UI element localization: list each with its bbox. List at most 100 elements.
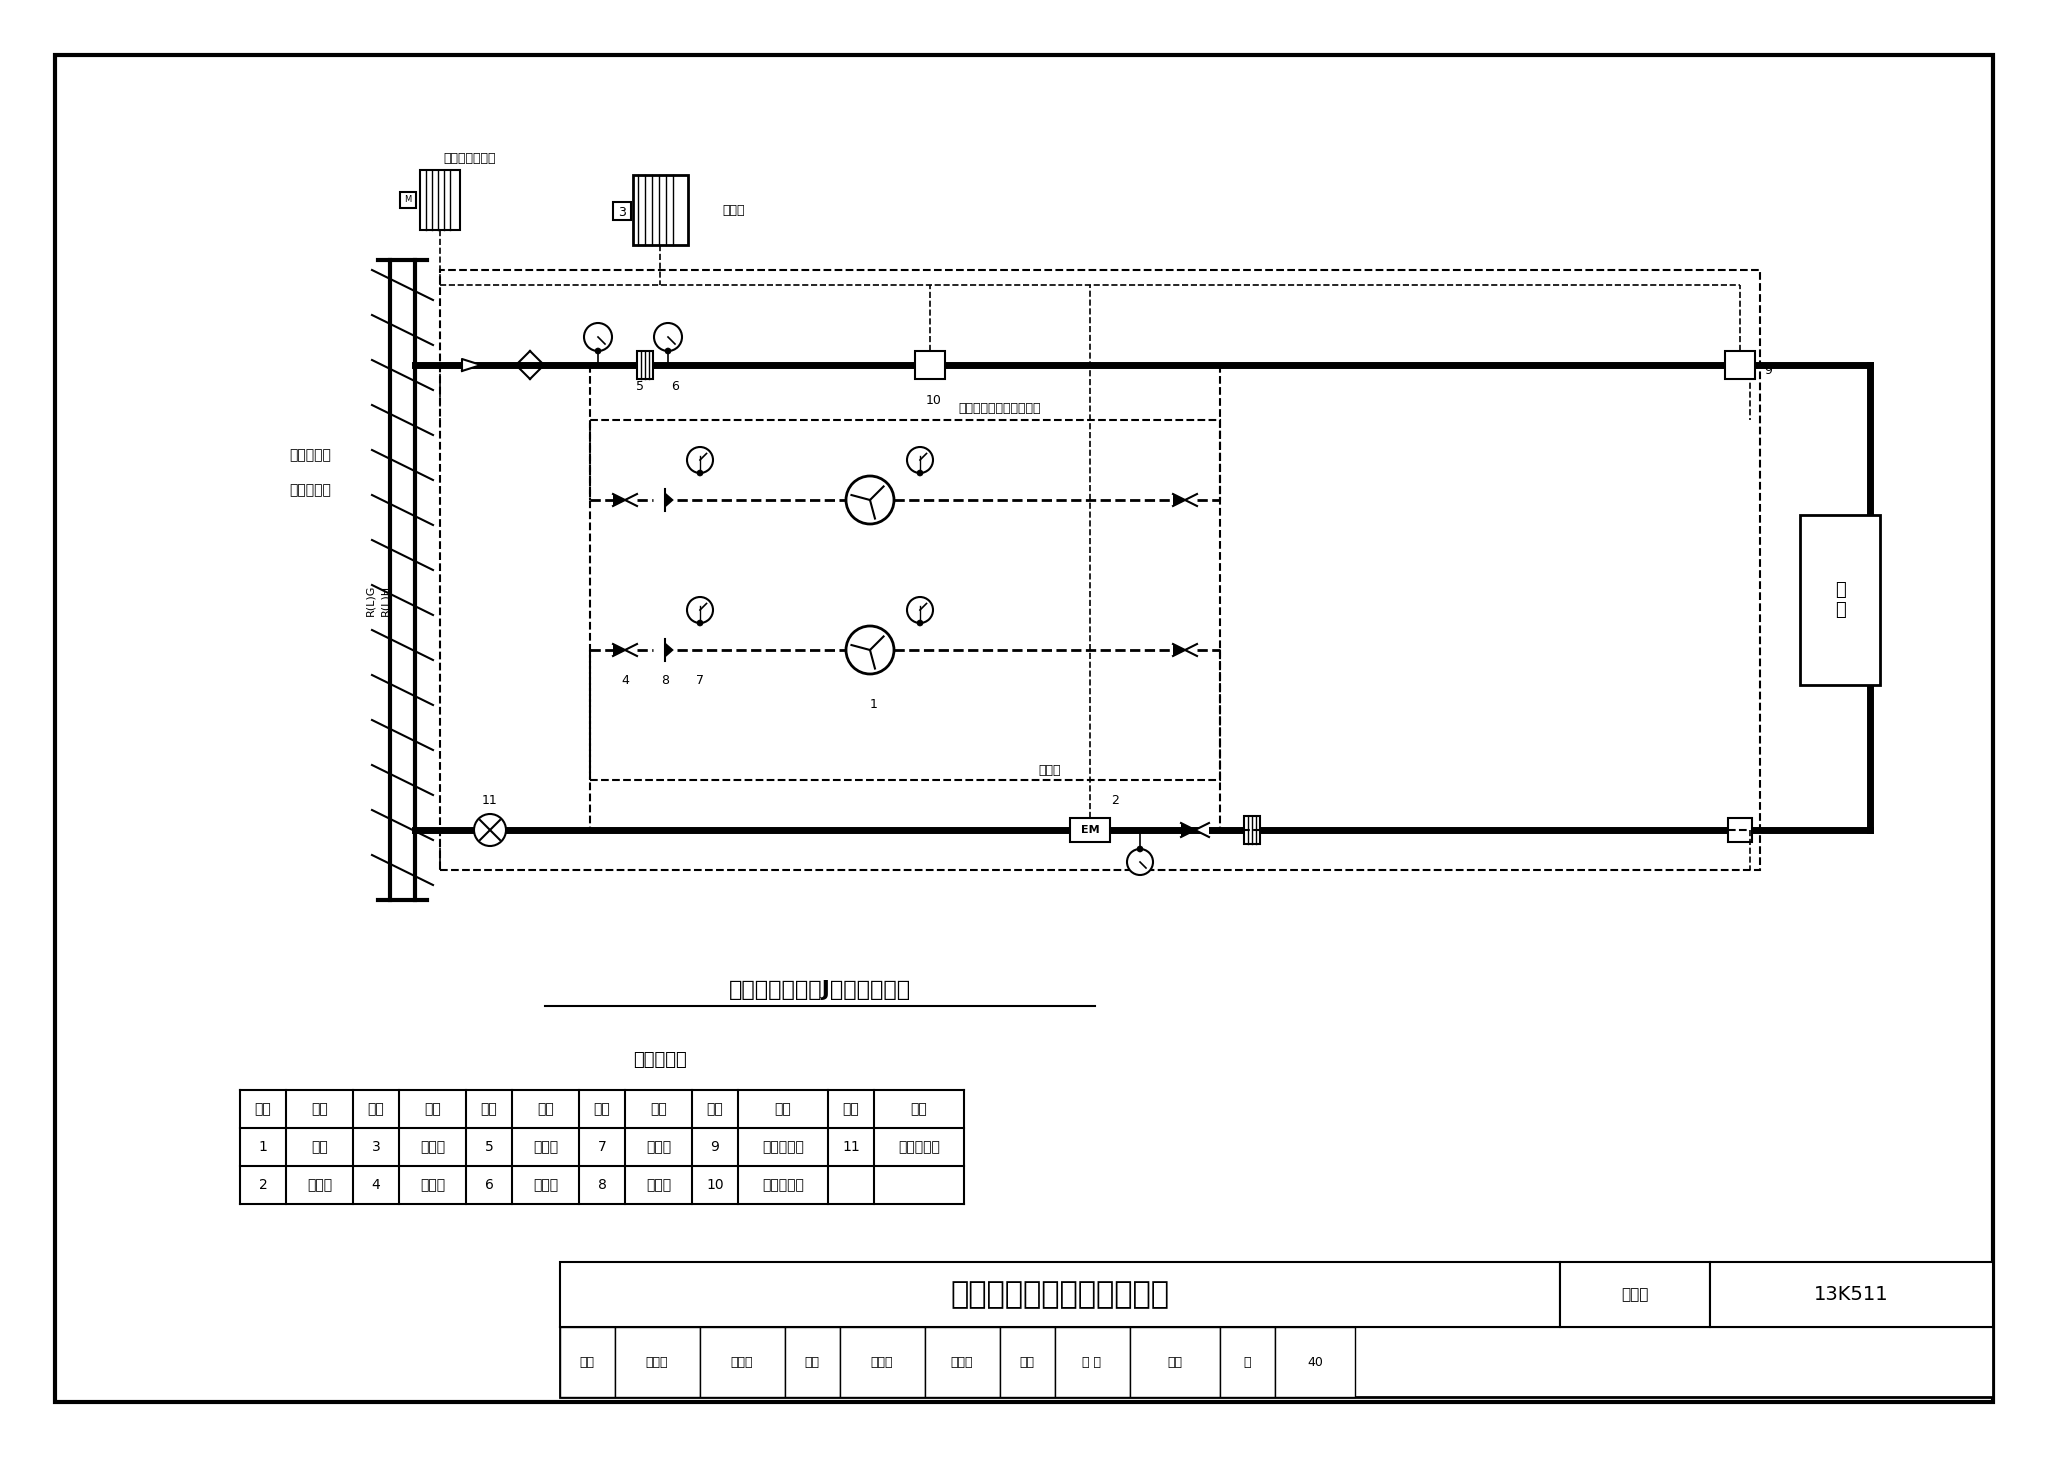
Text: 6: 6: [672, 380, 680, 393]
Circle shape: [1137, 847, 1143, 852]
Bar: [926, 1327, 999, 1397]
Text: 编号: 编号: [481, 1101, 498, 1116]
Bar: [1276, 1327, 1356, 1397]
Bar: [420, 170, 461, 230]
Bar: [1221, 1327, 1276, 1397]
Polygon shape: [1186, 644, 1196, 656]
Text: 3: 3: [618, 205, 627, 219]
Text: EM: EM: [1081, 825, 1100, 835]
Bar: [614, 1327, 700, 1397]
Text: 编号: 编号: [707, 1101, 723, 1116]
Text: 昌现昭: 昌现昭: [731, 1355, 754, 1368]
Text: 名称: 名称: [911, 1101, 928, 1116]
Text: R(L)H: R(L)H: [381, 584, 389, 615]
Bar: [1055, 1327, 1130, 1397]
Text: 8: 8: [598, 1179, 606, 1192]
Text: 管网供水管: 管网供水管: [289, 447, 332, 462]
Text: 名称: 名称: [311, 1101, 328, 1116]
Text: 4: 4: [371, 1179, 381, 1192]
Text: 名称对照表: 名称对照表: [633, 1050, 686, 1069]
Text: 止回阀: 止回阀: [645, 1179, 672, 1192]
Text: 温度传感器: 温度传感器: [762, 1179, 805, 1192]
Text: 邵电气: 邵电气: [950, 1355, 973, 1368]
Text: 7: 7: [598, 1139, 606, 1154]
Polygon shape: [612, 644, 625, 656]
Polygon shape: [612, 494, 625, 506]
Polygon shape: [625, 644, 637, 656]
Circle shape: [686, 447, 713, 474]
Bar: [633, 175, 688, 245]
Bar: [1130, 1327, 1221, 1397]
Text: 9: 9: [711, 1139, 719, 1154]
Text: 室外温度传感器: 室外温度传感器: [444, 152, 496, 165]
Text: 多级混水泵系统工作原理图: 多级混水泵系统工作原理图: [950, 1281, 1169, 1310]
Bar: [399, 192, 416, 208]
Text: 编号: 编号: [369, 1101, 385, 1116]
Bar: [915, 351, 944, 379]
Text: 管网回水管: 管网回水管: [289, 484, 332, 497]
Text: 过滤器: 过滤器: [532, 1139, 557, 1154]
Text: 2: 2: [258, 1179, 268, 1192]
Text: 压力表: 压力表: [645, 1139, 672, 1154]
Text: 1: 1: [870, 698, 879, 711]
Text: 40: 40: [1307, 1355, 1323, 1368]
Text: R(L)G: R(L)G: [365, 584, 375, 616]
Polygon shape: [666, 643, 674, 657]
Circle shape: [907, 597, 934, 624]
Bar: [1724, 351, 1755, 379]
Text: M: M: [403, 195, 412, 204]
Bar: [590, 420, 1221, 779]
Circle shape: [907, 447, 934, 474]
Bar: [559, 1327, 614, 1397]
Circle shape: [584, 323, 612, 351]
Circle shape: [1126, 849, 1153, 876]
Polygon shape: [666, 492, 674, 507]
Circle shape: [596, 348, 600, 354]
Text: 冷水泵或热水泵备用水泵: 冷水泵或热水泵备用水泵: [958, 402, 1040, 414]
Text: 名称: 名称: [537, 1101, 553, 1116]
Text: 能量计: 能量计: [307, 1179, 332, 1192]
Text: 3: 3: [371, 1139, 381, 1154]
Text: 5: 5: [485, 1139, 494, 1154]
Text: 温度计: 温度计: [532, 1179, 557, 1192]
Bar: [1243, 816, 1260, 844]
Text: 13K511: 13K511: [1815, 1285, 1888, 1304]
Circle shape: [666, 348, 672, 354]
Bar: [637, 351, 653, 379]
Bar: [440, 270, 1759, 870]
Circle shape: [653, 323, 682, 351]
Text: 页: 页: [1243, 1355, 1251, 1368]
Circle shape: [918, 471, 924, 476]
Polygon shape: [1194, 823, 1208, 836]
Text: 吕现昭: 吕现昭: [645, 1355, 668, 1368]
Text: 名称: 名称: [774, 1101, 791, 1116]
Text: 电动两通阀: 电动两通阀: [899, 1139, 940, 1154]
Bar: [1561, 1262, 1710, 1327]
Bar: [840, 1327, 926, 1397]
Text: 控制柜: 控制柜: [723, 204, 745, 217]
Text: 4: 4: [621, 673, 629, 686]
Text: 压力传感器: 压力传感器: [762, 1139, 805, 1154]
Polygon shape: [463, 358, 481, 372]
Text: 9: 9: [1763, 363, 1772, 376]
Text: 1: 1: [258, 1139, 268, 1154]
Bar: [559, 1262, 1993, 1397]
Text: 审核: 审核: [580, 1355, 594, 1368]
Circle shape: [846, 627, 895, 675]
Text: 10: 10: [707, 1179, 723, 1192]
Text: 校对: 校对: [805, 1355, 819, 1368]
Polygon shape: [1186, 494, 1196, 506]
Text: 多级混水泵系统J型工作原理图: 多级混水泵系统J型工作原理图: [729, 981, 911, 1000]
Bar: [1729, 817, 1751, 842]
Text: 10: 10: [926, 393, 942, 407]
Text: 5: 5: [637, 380, 643, 393]
Text: 8: 8: [662, 673, 670, 686]
Circle shape: [696, 621, 702, 627]
Bar: [700, 1327, 784, 1397]
Text: 用
户: 用 户: [1835, 580, 1845, 619]
Text: 唐 燕: 唐 燕: [1083, 1355, 1102, 1368]
Text: 设计: 设计: [1020, 1355, 1034, 1368]
Text: 名称: 名称: [424, 1101, 440, 1116]
Text: 谢晓莉: 谢晓莉: [870, 1355, 893, 1368]
Circle shape: [473, 814, 506, 847]
